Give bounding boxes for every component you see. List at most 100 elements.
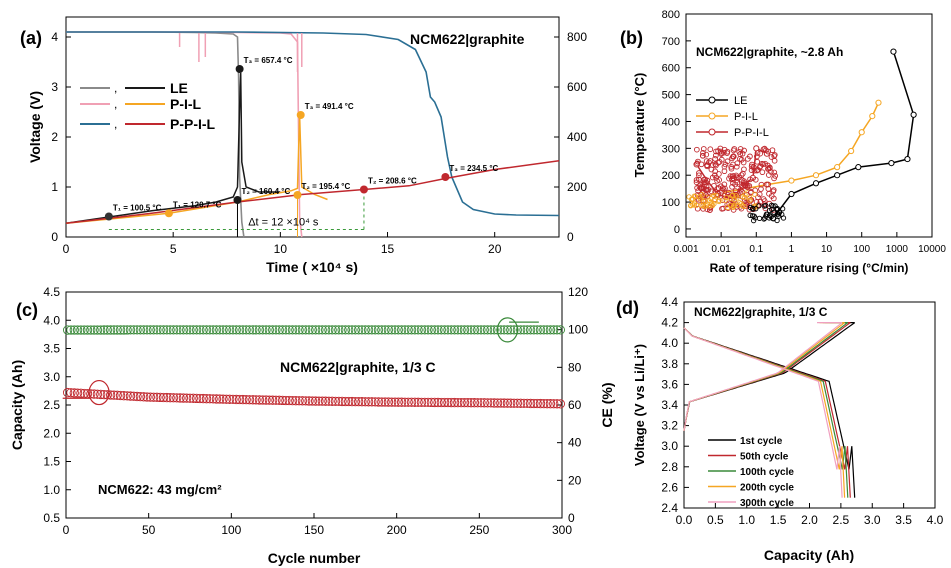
cloud-point-b xyxy=(739,170,746,177)
marker-label-a: T₂ = 195.4 °C xyxy=(301,182,350,191)
cloud-point-b xyxy=(734,195,740,201)
ce-point xyxy=(509,325,519,335)
capacity-point xyxy=(380,397,390,407)
y-tick-label-b: 700 xyxy=(662,36,680,48)
capacity-point xyxy=(516,398,526,408)
capacity-point xyxy=(479,398,489,408)
capacity-point xyxy=(261,395,271,405)
cloud-point-b xyxy=(701,176,707,183)
data-point-b xyxy=(788,177,795,184)
cloud-point-b xyxy=(771,175,777,182)
capacity-point xyxy=(178,393,189,403)
capacity-point xyxy=(496,398,506,408)
data-point-b xyxy=(888,160,895,167)
ce-point xyxy=(552,325,562,335)
capacity-point xyxy=(277,395,288,406)
capacity-point xyxy=(400,397,410,407)
ce-point xyxy=(72,325,83,335)
capacity-point xyxy=(241,395,251,405)
capacity-point xyxy=(449,397,460,408)
marker-point-a xyxy=(235,65,244,73)
capacity-point xyxy=(271,395,281,405)
cloud-point-b xyxy=(762,205,769,212)
capacity-point xyxy=(135,391,146,402)
cloud-point-b xyxy=(719,197,726,204)
ce-point xyxy=(89,325,99,335)
capacity-point xyxy=(96,389,106,400)
marker-point-a xyxy=(296,111,305,119)
ce-point xyxy=(344,325,354,335)
ce-point xyxy=(112,325,122,335)
x-tick-label-c: 0 xyxy=(63,523,70,537)
y-tick-label-d: 2.8 xyxy=(661,460,678,474)
capacity-point xyxy=(92,389,103,399)
ce-point xyxy=(291,325,301,335)
x-tick-label-c: 150 xyxy=(304,523,324,537)
x-tick-label-a: 10 xyxy=(274,242,288,256)
cloud-point-b xyxy=(733,163,740,170)
cloud-point-b xyxy=(713,148,719,155)
series-line-a xyxy=(66,31,560,217)
ce-point xyxy=(363,325,374,335)
ce-point xyxy=(463,325,473,335)
ce-point xyxy=(195,325,205,335)
y-tick-label-b: 300 xyxy=(662,143,680,155)
ce-point xyxy=(92,325,103,335)
ce-point xyxy=(413,325,423,335)
capacity-point xyxy=(218,394,228,404)
cloud-point-b xyxy=(716,171,722,177)
ce-point xyxy=(314,325,324,335)
x-tick-label-a: 20 xyxy=(488,242,502,256)
ce-point xyxy=(102,325,112,335)
ce-point xyxy=(499,325,509,335)
marker-label-a: T₃ = 657.4 °C xyxy=(244,56,293,65)
ce-point xyxy=(244,325,255,335)
capacity-point xyxy=(168,393,179,403)
cloud-point-b xyxy=(731,146,738,152)
cloud-point-b xyxy=(760,196,767,202)
x-tick-label-b: 10 xyxy=(821,244,833,255)
cloud-point-b xyxy=(724,204,731,211)
ce-point xyxy=(148,325,159,335)
capacity-point xyxy=(234,394,245,405)
cloud-point-b xyxy=(755,194,761,201)
cloud-point-b xyxy=(740,194,746,200)
capacity-point xyxy=(499,398,509,408)
capacity-point xyxy=(367,397,377,407)
y-tick-label-b: 200 xyxy=(662,170,680,182)
legend-marker-b xyxy=(708,96,716,104)
legend-label-d: 100th cycle xyxy=(740,467,794,478)
data-point-b xyxy=(812,180,820,187)
cloud-point-b xyxy=(770,188,777,195)
ce-point xyxy=(479,325,489,335)
ce-point xyxy=(208,325,218,335)
capacity-point xyxy=(254,395,265,405)
capacity-point xyxy=(112,390,122,400)
capacity-point xyxy=(327,396,337,406)
panel-d: (d) NCM622|graphite, 1/3 C 0.0 0.5 1.0 1.5 2.0… xyxy=(616,295,944,563)
ce-point xyxy=(139,325,149,335)
ce-point xyxy=(446,325,456,335)
cloud-point-b xyxy=(736,149,743,155)
ce-point xyxy=(155,325,165,335)
capacity-point xyxy=(330,396,341,406)
cloud-point-b xyxy=(704,187,710,193)
ce-point xyxy=(178,325,189,335)
ce-highlight xyxy=(496,317,519,343)
cloud-point-b xyxy=(707,158,714,164)
ce-point xyxy=(406,325,417,335)
y-tick-label-d: 4.2 xyxy=(661,316,678,330)
ce-point xyxy=(466,325,476,335)
cloud-point-b xyxy=(741,203,747,210)
ce-point xyxy=(264,325,275,335)
capacity-point xyxy=(297,396,308,406)
cloud-point-b xyxy=(758,186,764,192)
yl-tick-label-c: 1.0 xyxy=(43,483,60,497)
capacity-point xyxy=(63,387,73,398)
cloud-point-b xyxy=(708,199,714,205)
cloud-point-b xyxy=(719,187,725,194)
capacity-point xyxy=(416,397,427,407)
panel-d-label: (d) xyxy=(616,298,639,318)
capacity-point xyxy=(258,395,268,405)
